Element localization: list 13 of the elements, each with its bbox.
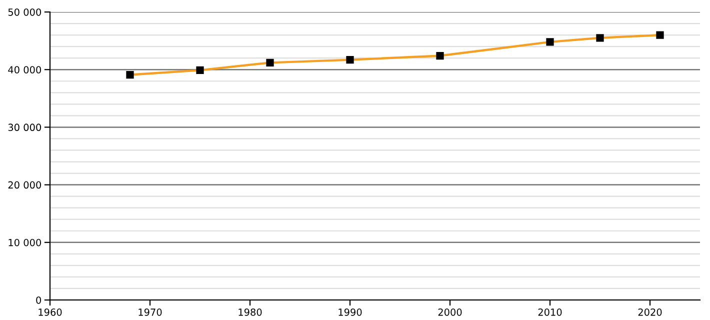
x-tick-label: 2000 [438, 308, 462, 316]
x-tick-label: 1980 [238, 308, 262, 316]
x-tick-label: 2020 [638, 308, 662, 316]
x-tick-label: 1960 [38, 308, 62, 316]
y-tick-label: 30 000 [8, 124, 42, 132]
y-tick-label: 0 [36, 296, 42, 304]
x-tick-label: 2010 [538, 308, 562, 316]
x-tick-label: 1970 [138, 308, 162, 316]
y-tick-label: 20 000 [8, 181, 42, 189]
y-tick-label: 10 000 [8, 238, 42, 246]
y-tick-label: 50 000 [8, 8, 42, 16]
x-tick-label: 1990 [338, 308, 362, 316]
y-tick-label: 40 000 [8, 66, 42, 74]
